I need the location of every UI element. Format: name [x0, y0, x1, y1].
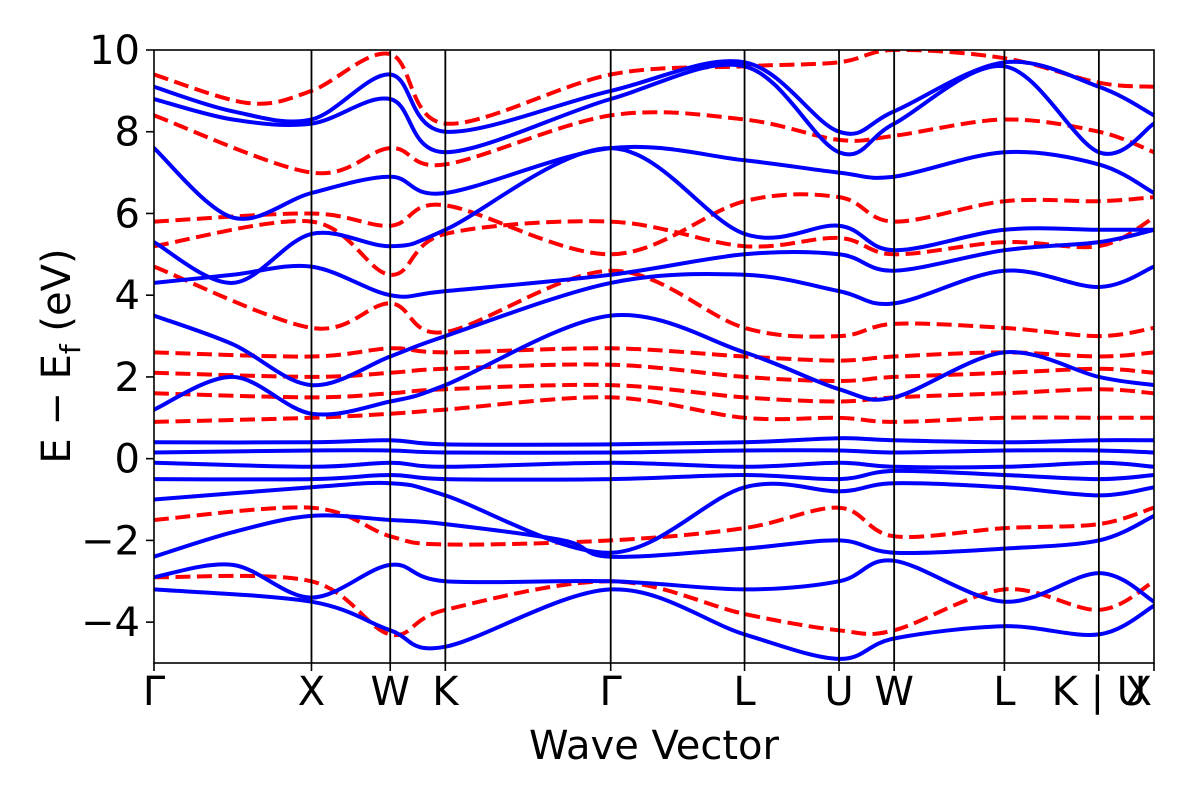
y-tick-label: −4	[81, 600, 140, 646]
x-axis-title: Wave Vector	[529, 723, 780, 769]
spin-up-band	[154, 146, 1154, 285]
y-tick-label: 8	[115, 110, 140, 156]
spin-up-band	[154, 587, 1154, 661]
y-tick-label: 4	[115, 273, 140, 319]
spin-up-band	[154, 436, 1154, 447]
spin-down-band	[154, 395, 1154, 424]
spin-up-band	[154, 480, 1154, 555]
y-tick-label: 2	[115, 355, 140, 401]
x-tick-label: K	[432, 669, 460, 715]
x-tick-label: L	[993, 669, 1016, 715]
y-tick-label: −2	[81, 518, 140, 564]
spin-up-band	[154, 468, 1154, 482]
x-tick-label: W	[370, 669, 410, 715]
y-tick-label: 6	[115, 191, 140, 237]
spin-up-band	[154, 558, 1154, 604]
spin-down-band	[154, 362, 1154, 383]
y-axis-title: E − Ef (eV)	[34, 248, 87, 463]
spin-down-band	[154, 346, 1154, 363]
x-tick-label: K | U	[1052, 669, 1146, 715]
x-tick-label: X	[1125, 669, 1152, 715]
spin-up-band	[154, 460, 1154, 470]
y-tick-label: 10	[89, 28, 140, 74]
x-tick-label: X	[298, 669, 325, 715]
spin-down-band	[154, 573, 1154, 638]
plot-frame	[153, 49, 1155, 664]
y-axis-title-unit: (eV)	[34, 248, 80, 344]
high-symmetry-lines	[310, 50, 1100, 663]
spin-up-band	[154, 448, 1154, 455]
y-axis-ticks: −4 −2 0 2 4 6 8 10	[81, 28, 154, 646]
spin-down-band	[154, 505, 1154, 547]
x-tick-label: Γ	[600, 669, 623, 715]
x-tick-label: L	[733, 669, 756, 715]
y-axis-title-sub: f	[54, 343, 87, 354]
spin-down-band	[154, 215, 1154, 277]
spin-down-band	[154, 382, 1154, 404]
y-axis-title-main: E − E	[34, 354, 80, 464]
x-tick-label: U	[824, 669, 853, 715]
x-tick-label: W	[874, 669, 914, 715]
y-tick-label: 0	[115, 437, 140, 483]
x-tick-label: Γ	[143, 669, 166, 715]
